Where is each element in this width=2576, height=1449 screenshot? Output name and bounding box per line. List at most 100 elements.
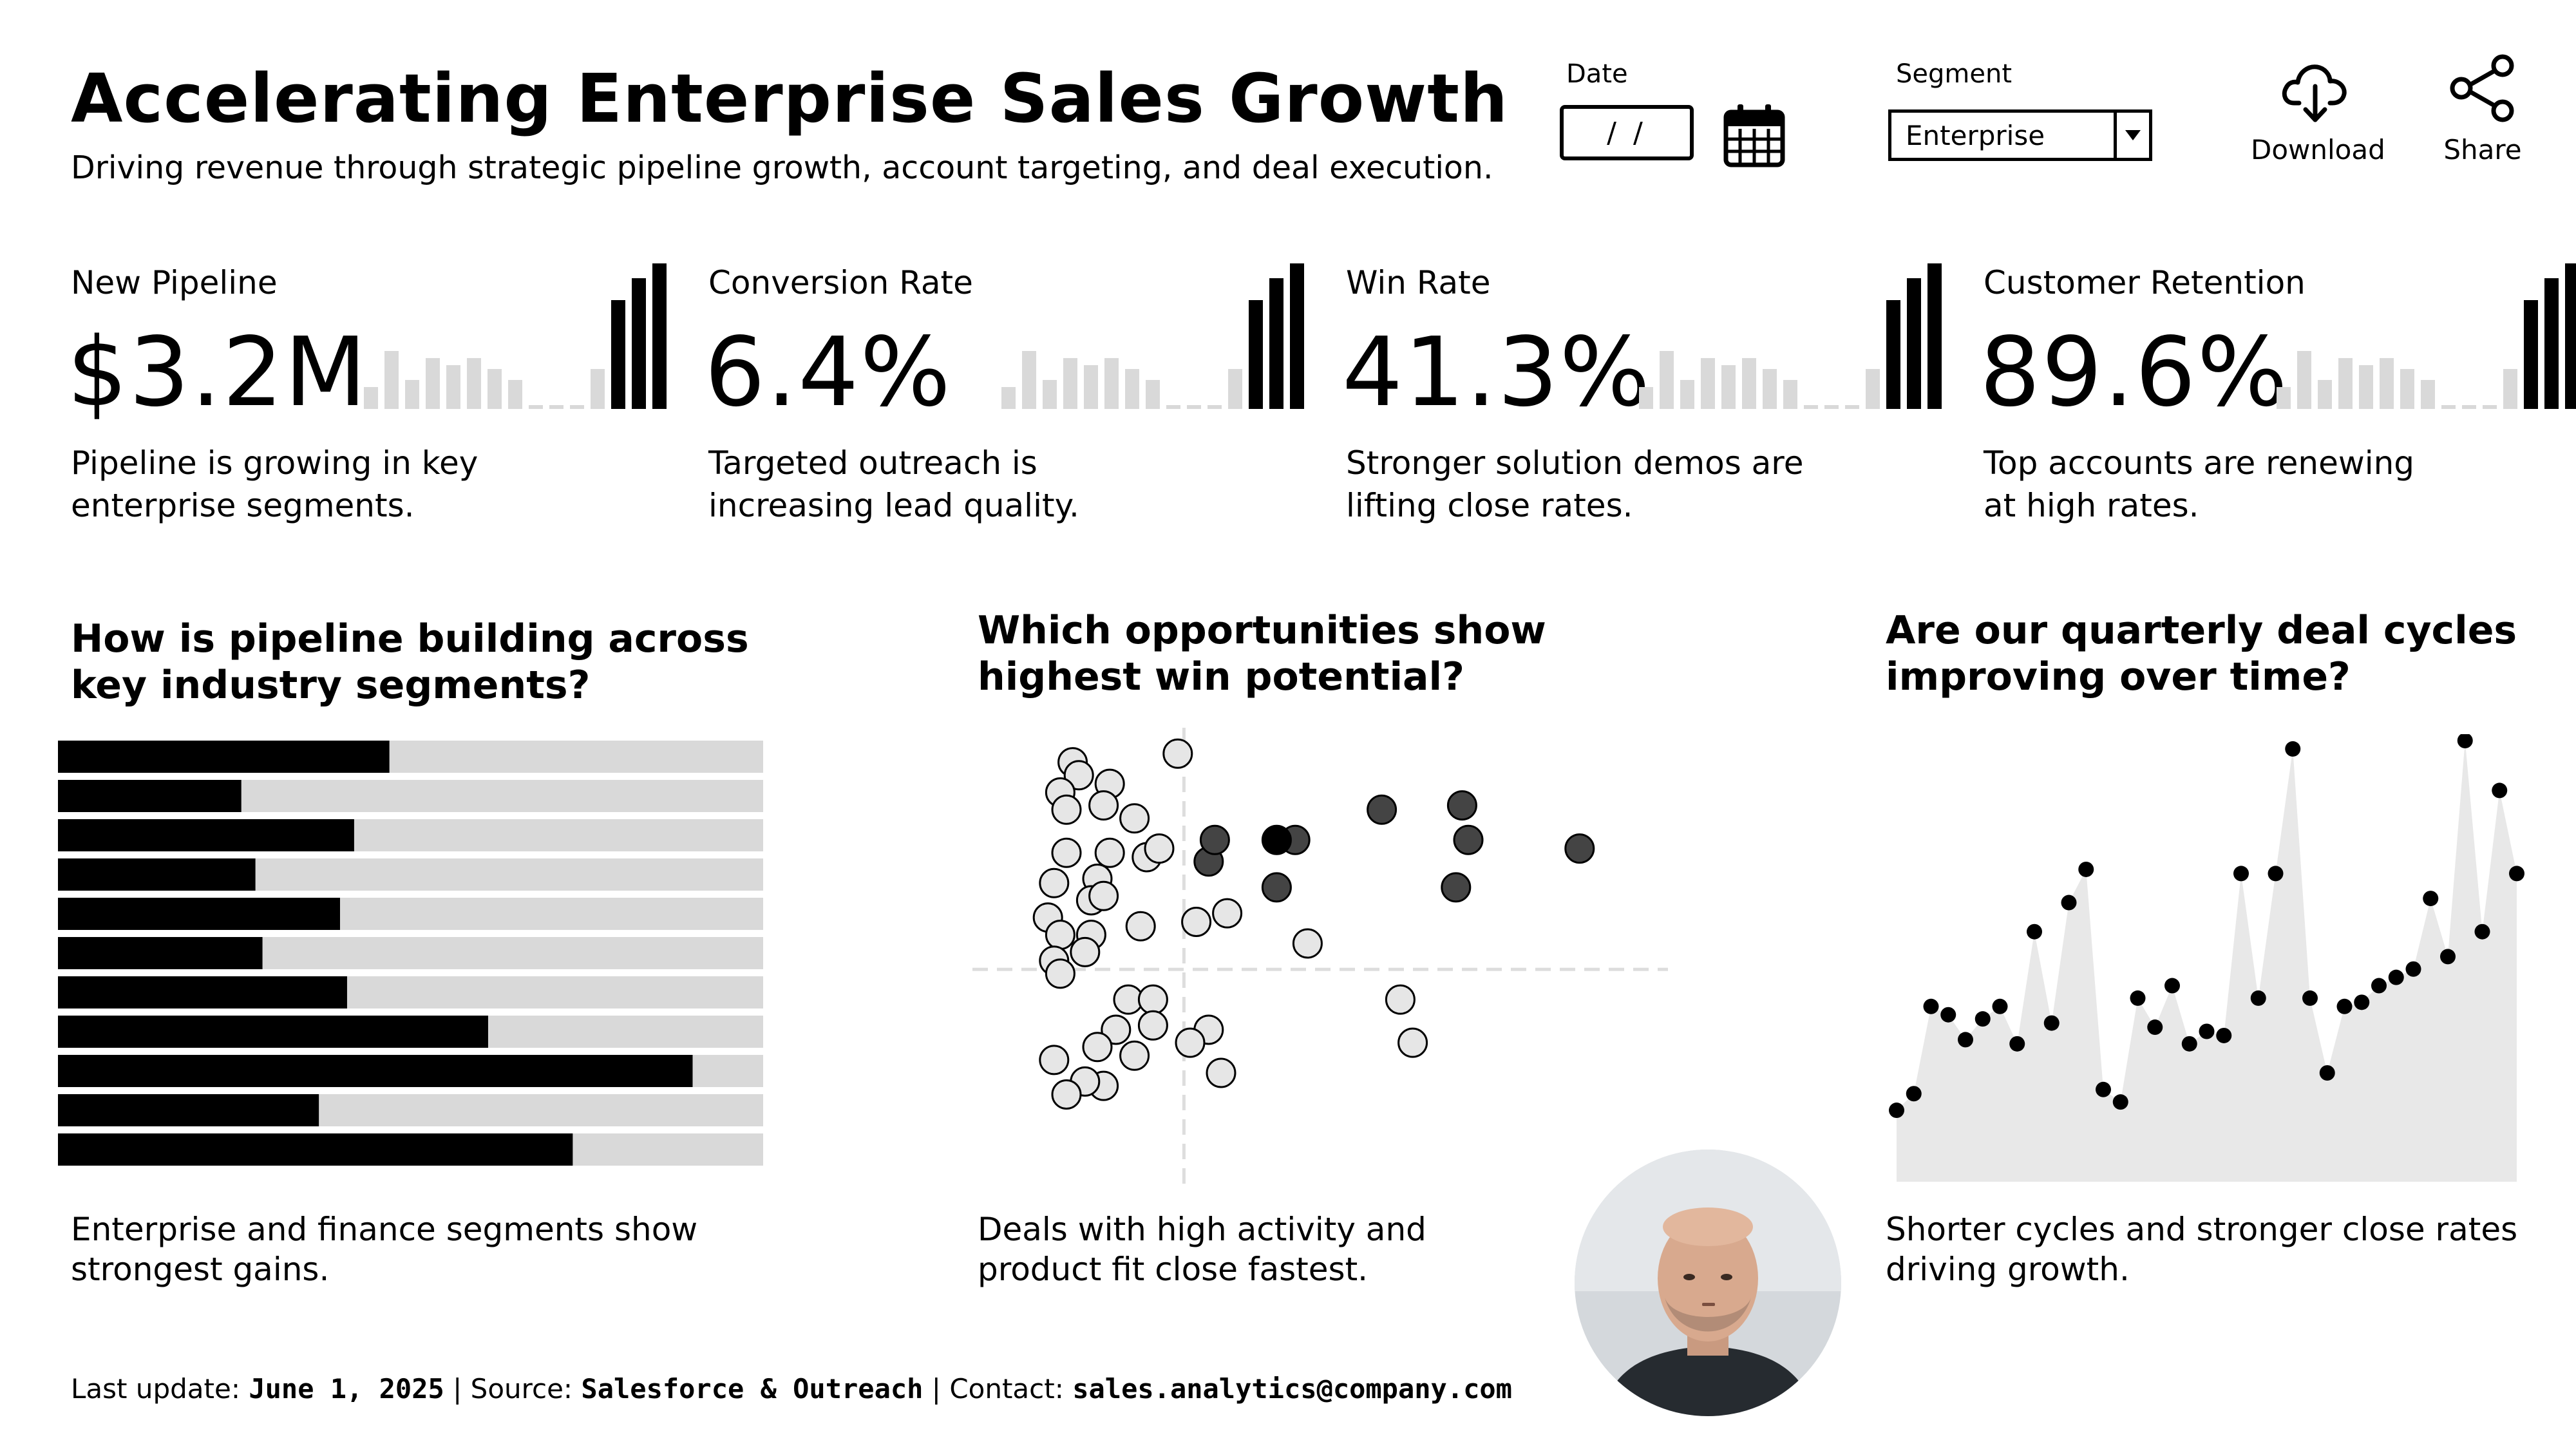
area-point[interactable]: [2371, 978, 2387, 994]
bar-segment[interactable]: [58, 1016, 488, 1048]
bar-segment[interactable]: [58, 780, 242, 812]
area-point[interactable]: [2147, 1019, 2163, 1036]
area-point[interactable]: [1958, 1032, 1973, 1048]
area-point[interactable]: [2112, 1094, 2128, 1110]
area-point[interactable]: [2164, 978, 2180, 994]
scatter-point-low[interactable]: [1082, 1032, 1113, 1063]
date-label: Date: [1566, 59, 1628, 89]
area-point[interactable]: [1940, 1007, 1956, 1023]
scatter-point-mid[interactable]: [1261, 872, 1292, 903]
area-point[interactable]: [2509, 866, 2524, 882]
scatter-point-low[interactable]: [1181, 907, 1212, 937]
area-point[interactable]: [2319, 1065, 2335, 1081]
area-point[interactable]: [2336, 998, 2353, 1014]
scatter-point-low[interactable]: [1039, 1045, 1070, 1075]
bar-segment[interactable]: [58, 1055, 693, 1087]
download-button[interactable]: Download: [2251, 134, 2385, 166]
scatter-point-low[interactable]: [1039, 867, 1070, 898]
date-input[interactable]: / /: [1560, 105, 1694, 160]
area-point[interactable]: [2216, 1027, 2232, 1043]
scatter-point-low[interactable]: [1144, 833, 1175, 864]
scatter-point-low[interactable]: [1137, 984, 1168, 1015]
area-point[interactable]: [2405, 961, 2421, 977]
bar-segment[interactable]: [58, 741, 390, 773]
scatter-point-low[interactable]: [1094, 837, 1125, 868]
sparkline-bar: [508, 379, 522, 409]
area-point[interactable]: [2423, 891, 2439, 907]
bar-segment[interactable]: [58, 1133, 573, 1166]
scatter-point-low[interactable]: [1051, 837, 1082, 868]
scatter-point-mid[interactable]: [1367, 794, 1397, 825]
area-point[interactable]: [2009, 1036, 2025, 1052]
bar-segment[interactable]: [58, 937, 263, 969]
footer-contact-link[interactable]: sales.analytics@company.com: [1072, 1373, 1512, 1405]
area-point[interactable]: [2250, 990, 2266, 1006]
bar-segment[interactable]: [58, 1094, 319, 1126]
calendar-icon[interactable]: [1723, 103, 1785, 167]
scatter-point-low[interactable]: [1175, 1027, 1206, 1058]
area-point[interactable]: [2096, 1081, 2111, 1097]
scatter-point-high[interactable]: [1261, 824, 1292, 855]
area-point[interactable]: [2043, 1015, 2060, 1031]
area-point[interactable]: [2233, 866, 2249, 882]
scatter-point-low[interactable]: [1162, 738, 1193, 769]
area-point[interactable]: [2285, 741, 2301, 757]
area-point[interactable]: [1975, 1011, 1991, 1027]
scatter-point-mid[interactable]: [1441, 872, 1472, 903]
sparkline-bar: [426, 357, 440, 409]
area-point[interactable]: [1992, 998, 2008, 1014]
scatter-point-low[interactable]: [1212, 898, 1243, 929]
scatter-point-mid[interactable]: [1199, 824, 1230, 855]
area-point[interactable]: [2181, 1036, 2197, 1052]
share-icon[interactable]: [2447, 53, 2518, 124]
share-button[interactable]: Share: [2443, 134, 2522, 166]
scatter-point-mid[interactable]: [1446, 790, 1477, 821]
area-point[interactable]: [2474, 923, 2490, 940]
area-point[interactable]: [2268, 866, 2284, 882]
scatter-point-low[interactable]: [1397, 1027, 1428, 1058]
cloud-download-icon[interactable]: [2280, 59, 2351, 124]
bar-segment[interactable]: [58, 976, 347, 1009]
area-point[interactable]: [2061, 895, 2077, 911]
area-point[interactable]: [2457, 734, 2473, 748]
area-point[interactable]: [2440, 949, 2456, 965]
area-point[interactable]: [1906, 1086, 1922, 1102]
area-point[interactable]: [2078, 861, 2094, 877]
scatter-point-low[interactable]: [1045, 920, 1075, 951]
area-point[interactable]: [2130, 990, 2146, 1006]
footer-separator: |: [931, 1373, 950, 1405]
scatter-point-low[interactable]: [1119, 1040, 1150, 1071]
scatter-point-mid[interactable]: [1564, 833, 1595, 864]
scatter-point-low[interactable]: [1119, 803, 1150, 834]
area-point[interactable]: [2302, 990, 2318, 1006]
area-point[interactable]: [1923, 998, 1939, 1014]
scatter-point-low[interactable]: [1101, 1014, 1132, 1045]
bar-segment[interactable]: [58, 898, 340, 930]
scatter-point-low[interactable]: [1045, 958, 1075, 989]
bar-segment[interactable]: [58, 819, 354, 851]
bar-segment[interactable]: [58, 858, 256, 891]
scatter-point-low[interactable]: [1292, 928, 1323, 959]
scatter-point-low[interactable]: [1051, 1079, 1082, 1110]
scatter-point-low[interactable]: [1206, 1057, 1236, 1088]
sparkline-bar: [467, 357, 481, 409]
scatter-point-low[interactable]: [1385, 984, 1416, 1015]
area-point[interactable]: [2354, 994, 2370, 1010]
scatter-point-low[interactable]: [1063, 760, 1094, 791]
area-point[interactable]: [2027, 923, 2042, 940]
presenter-avatar: [1575, 1150, 1841, 1416]
segment-select[interactable]: Enterprise: [1888, 109, 2152, 161]
sparkline-bar: [570, 405, 584, 409]
scatter-point-low[interactable]: [1088, 880, 1119, 911]
area-point[interactable]: [2388, 969, 2404, 985]
chevron-down-icon[interactable]: [2114, 113, 2149, 158]
scatter-point-low[interactable]: [1137, 1010, 1168, 1041]
scatter-point-low[interactable]: [1070, 936, 1101, 967]
area-point[interactable]: [2199, 1023, 2215, 1039]
scatter-point-mid[interactable]: [1453, 824, 1484, 855]
area-point[interactable]: [1889, 1103, 1904, 1119]
area-point[interactable]: [2492, 782, 2508, 799]
scatter-point-low[interactable]: [1088, 790, 1119, 821]
scatter-point-low[interactable]: [1051, 794, 1082, 825]
scatter-point-low[interactable]: [1125, 911, 1156, 942]
